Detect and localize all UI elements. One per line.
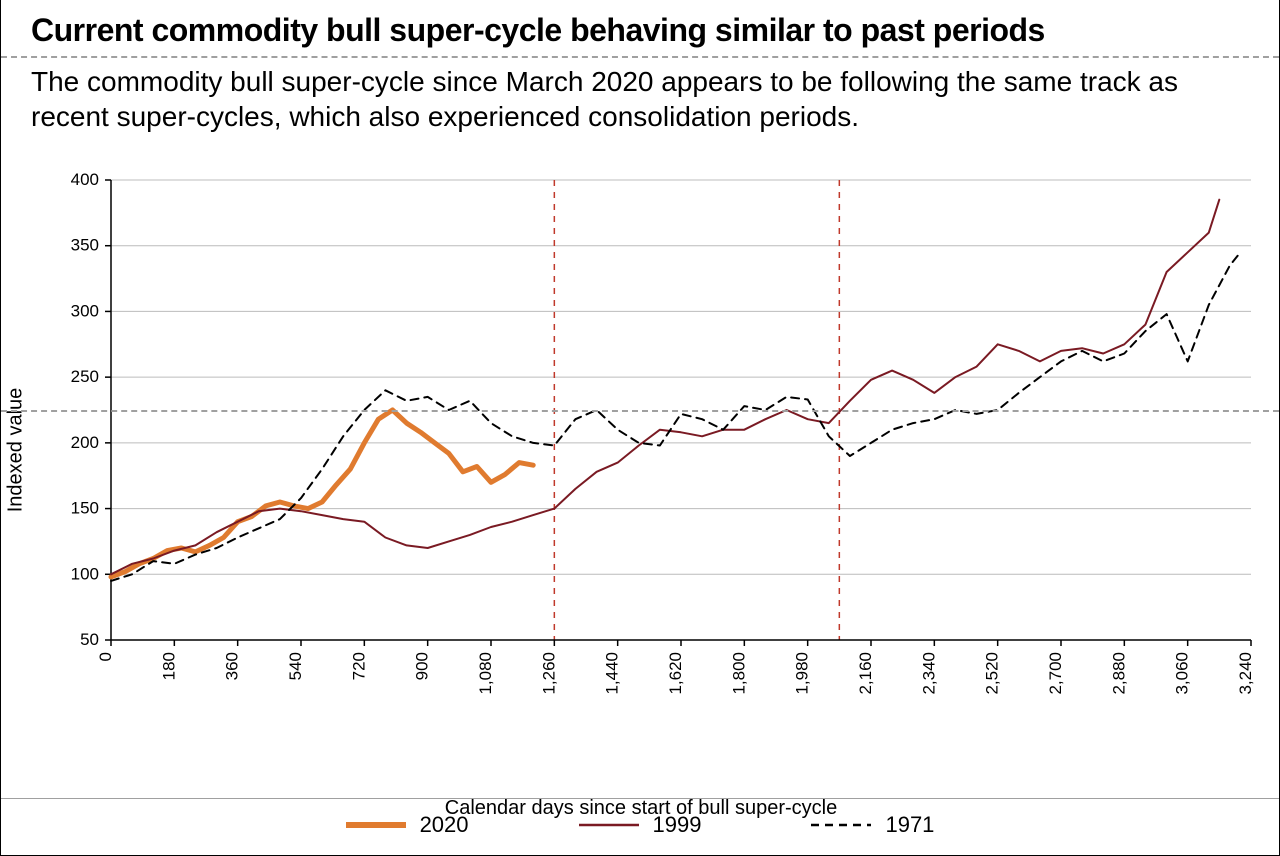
svg-text:250: 250: [71, 367, 99, 386]
svg-text:300: 300: [71, 301, 99, 320]
svg-text:360: 360: [223, 652, 242, 680]
svg-text:2,160: 2,160: [856, 652, 875, 695]
svg-text:50: 50: [80, 630, 99, 649]
legend: 2020 1999 1971: [1, 798, 1279, 845]
divider-top: [1, 56, 1279, 58]
svg-text:3,240: 3,240: [1236, 652, 1255, 695]
svg-text:2,700: 2,700: [1046, 652, 1065, 695]
svg-text:1,800: 1,800: [729, 652, 748, 695]
svg-text:100: 100: [71, 564, 99, 583]
legend-label-1999: 1999: [653, 812, 702, 838]
svg-text:2,520: 2,520: [983, 652, 1002, 695]
svg-text:1,980: 1,980: [793, 652, 812, 695]
legend-swatch-1971: [811, 819, 871, 831]
svg-text:2,880: 2,880: [1109, 652, 1128, 695]
line-chart: 50 100 150 200 250 300 350 400 0 180 360 540 720 900 1…: [21, 170, 1261, 730]
svg-text:1,620: 1,620: [666, 652, 685, 695]
svg-text:150: 150: [71, 499, 99, 518]
legend-item-2020: 2020: [346, 812, 469, 838]
legend-swatch-2020: [346, 819, 406, 831]
chart-area: Indexed value 50100150200250300350400018…: [21, 170, 1261, 730]
svg-text:900: 900: [413, 652, 432, 680]
legend-swatch-1999: [579, 819, 639, 831]
svg-text:540: 540: [286, 652, 305, 680]
svg-text:200: 200: [71, 433, 99, 452]
legend-label-1971: 1971: [885, 812, 934, 838]
svg-text:1,260: 1,260: [539, 652, 558, 695]
legend-item-1971: 1971: [811, 812, 934, 838]
svg-text:720: 720: [349, 652, 368, 680]
page: Current commodity bull super-cycle behav…: [0, 0, 1280, 856]
legend-item-1999: 1999: [579, 812, 702, 838]
y-axis-label: Indexed value: [5, 388, 28, 513]
svg-text:1,440: 1,440: [603, 652, 622, 695]
divider-mid: [1, 410, 1279, 412]
legend-label-2020: 2020: [420, 812, 469, 838]
svg-text:1,080: 1,080: [476, 652, 495, 695]
svg-text:400: 400: [71, 170, 99, 189]
chart-title: Current commodity bull super-cycle behav…: [31, 12, 1045, 49]
svg-text:2,340: 2,340: [919, 652, 938, 695]
svg-text:350: 350: [71, 236, 99, 255]
svg-text:180: 180: [159, 652, 178, 680]
svg-text:0: 0: [96, 652, 115, 661]
svg-text:3,060: 3,060: [1173, 652, 1192, 695]
chart-subtitle: The commodity bull super-cycle since Mar…: [31, 64, 1259, 134]
